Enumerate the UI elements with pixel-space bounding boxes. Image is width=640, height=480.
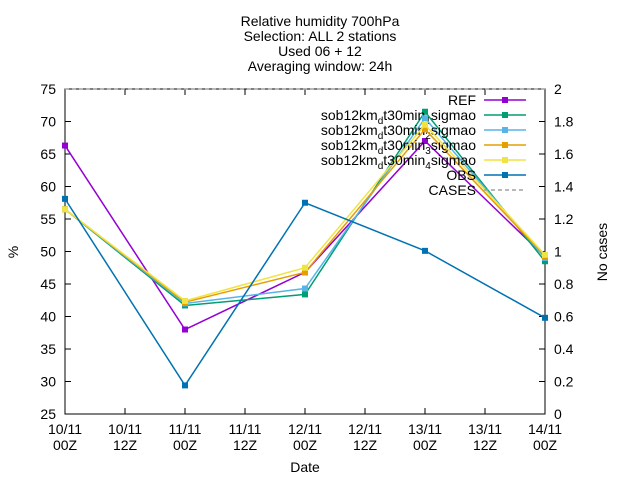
y-tick-label: 25 <box>40 406 56 422</box>
y-tick-label: 30 <box>40 374 56 390</box>
x-tick-label: 12/11 12Z <box>348 421 382 453</box>
y2-tick-label: 1 <box>554 244 562 260</box>
y2-tick-label: 1.2 <box>554 211 574 227</box>
chart-title: Averaging window: 24h <box>248 58 393 74</box>
y2-tick-label: 0.8 <box>554 276 574 292</box>
point <box>422 121 428 128</box>
point <box>422 115 428 122</box>
x-tick-label: 10/11 00Z <box>48 421 82 453</box>
chart-title: Used 06 + 12 <box>278 43 362 59</box>
legend-label: CASES <box>429 182 476 198</box>
point <box>302 291 308 298</box>
point <box>422 138 428 144</box>
point <box>302 199 308 206</box>
x-tick-label: 12/11 00Z <box>288 421 322 453</box>
legend-point <box>502 112 508 118</box>
legend-label: OBS <box>446 167 476 183</box>
y2-tick-label: 0.4 <box>554 341 574 357</box>
x-tick-label: 11/11 12Z <box>229 421 262 453</box>
y2-tick-label: 1.6 <box>554 146 574 162</box>
x-tick-label: 13/11 12Z <box>468 421 502 453</box>
y-tick-label: 75 <box>40 81 56 97</box>
point <box>62 206 68 213</box>
chart-title: Relative humidity 700hPa <box>241 13 400 29</box>
y-tick-label: 55 <box>40 211 56 227</box>
y-tick-label: 65 <box>40 146 56 162</box>
legend-point <box>502 172 508 178</box>
y-tick-label: 40 <box>40 309 56 325</box>
point <box>182 297 188 304</box>
point <box>422 108 428 115</box>
point <box>182 382 188 389</box>
y2-tick-label: 0 <box>554 406 562 422</box>
chart-title: Selection: ALL 2 stations <box>244 28 397 44</box>
legend-point <box>502 142 508 148</box>
point <box>542 314 548 321</box>
x-tick-label: 10/11 12Z <box>108 421 142 453</box>
point <box>62 142 68 149</box>
point <box>542 258 548 265</box>
x-axis-label: Date <box>290 459 320 475</box>
point <box>62 195 68 202</box>
legend-point <box>502 97 508 103</box>
legend-point <box>502 127 508 133</box>
point <box>422 247 428 254</box>
x-tick-label: 14/11 00Z <box>528 421 562 453</box>
x-tick-label: 13/11 00Z <box>408 421 442 453</box>
legend-label: REF <box>448 92 476 108</box>
y-axis-label: % <box>5 246 21 258</box>
legend-label: sob12kmdt30min2sigmao <box>321 122 476 142</box>
legend-point <box>502 157 508 163</box>
y2-tick-label: 0.2 <box>554 374 574 390</box>
legend-label: sob12kmdt30min3sigmao <box>321 137 476 157</box>
y-tick-label: 50 <box>40 244 56 260</box>
y2-axis-label: No cases <box>594 223 610 281</box>
y-tick-label: 35 <box>40 341 56 357</box>
y2-tick-label: 2 <box>554 81 562 97</box>
point <box>302 269 308 276</box>
point <box>182 326 188 333</box>
y-tick-label: 45 <box>40 276 56 292</box>
y2-tick-label: 1.8 <box>554 114 574 130</box>
y2-tick-label: 1.4 <box>554 179 574 195</box>
point <box>542 251 548 258</box>
y-tick-label: 70 <box>40 114 56 130</box>
legend-label: sob12kmdt30min4sigmao <box>321 152 476 172</box>
y-tick-label: 60 <box>40 179 56 195</box>
point <box>302 264 308 271</box>
y2-tick-label: 0.6 <box>554 309 574 325</box>
point <box>302 285 308 292</box>
point <box>422 126 428 133</box>
x-tick-label: 11/11 00Z <box>169 421 202 453</box>
